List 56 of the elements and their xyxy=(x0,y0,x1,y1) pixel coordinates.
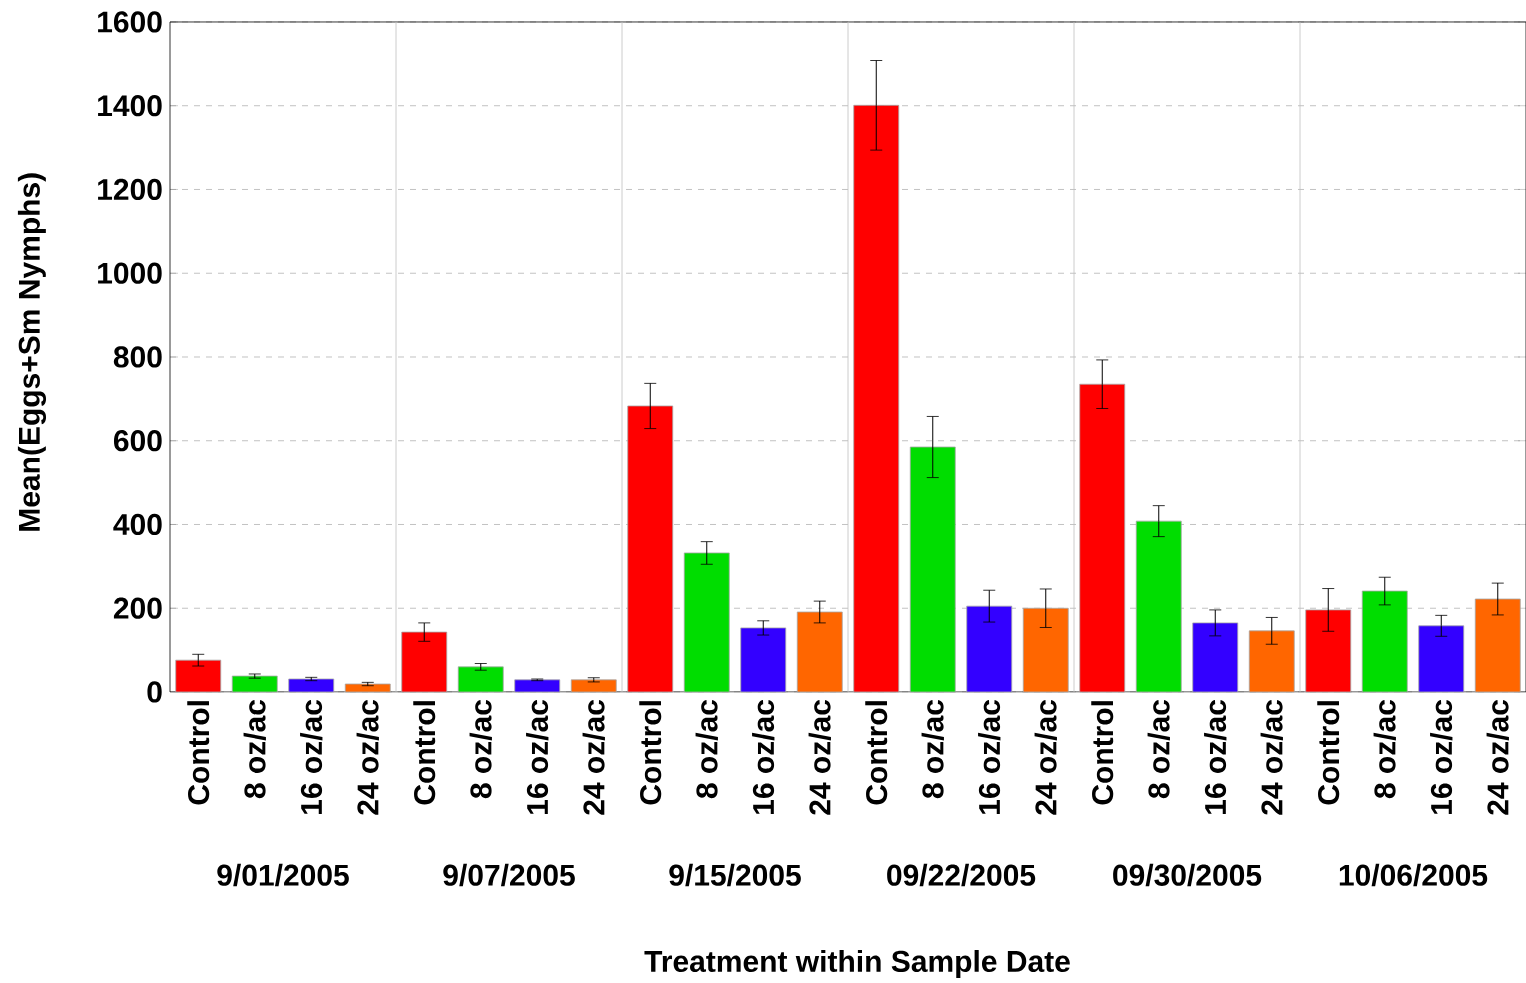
x-tick-label: 16 oz/ac xyxy=(1430,699,1453,814)
y-tick-label: 400 xyxy=(113,513,162,536)
bar xyxy=(231,675,278,693)
bar xyxy=(909,446,956,693)
x-tick-label: 8 oz/ac xyxy=(1373,699,1396,799)
bar xyxy=(401,631,448,693)
bar xyxy=(514,679,561,693)
text: 10/06/2005 xyxy=(1339,863,1488,887)
x-tick-label: Control xyxy=(1317,701,1340,805)
x-tick-label: Control xyxy=(1091,701,1114,805)
x-tick-label: 16 oz/ac xyxy=(300,699,323,814)
y-tick-label: 1400 xyxy=(98,95,162,117)
x-tick-label: 24 oz/ac xyxy=(1034,699,1057,815)
bar xyxy=(796,611,843,693)
x-tick-label: 8 oz/ac xyxy=(921,699,944,799)
x-tick-label: 16 oz/ac xyxy=(752,699,775,814)
x-tick-label: 24 oz/ac xyxy=(808,699,831,815)
bar xyxy=(288,678,335,693)
x-tick-label: 24 oz/ac xyxy=(356,699,379,815)
y-tick-label: 200 xyxy=(113,597,162,619)
y-tick-label: 1600 xyxy=(98,11,162,33)
text: 9/15/2005 xyxy=(669,863,801,887)
x-tick-label: 16 oz/ac xyxy=(978,699,1001,814)
x-tick-label: Control xyxy=(413,701,436,805)
x-tick-label: 8 oz/ac xyxy=(1147,699,1170,799)
bar xyxy=(1418,625,1465,693)
text: 09/30/2005 xyxy=(1113,863,1262,887)
x-tick-label: 24 oz/ac xyxy=(1486,699,1509,815)
y-axis-title: Mean(Eggs+Sm Nymphs) xyxy=(17,173,47,531)
bar xyxy=(683,552,730,693)
x-tick-label: Control xyxy=(639,701,662,805)
bar xyxy=(344,683,391,693)
x-tick-label: 8 oz/ac xyxy=(243,699,266,799)
bar xyxy=(1248,630,1295,693)
x-tick-label: Control xyxy=(865,701,888,805)
y-tick-label: 600 xyxy=(113,430,162,452)
bar xyxy=(740,627,787,693)
y-tick-label: 0 xyxy=(147,681,162,703)
x-tick-label: 8 oz/ac xyxy=(469,699,492,799)
x-tick-label: 8 oz/ac xyxy=(695,699,718,799)
text: 09/22/2005 xyxy=(887,863,1036,887)
y-tick-label: 1000 xyxy=(98,262,162,284)
y-tick-label: 800 xyxy=(113,346,162,368)
text: 9/01/2005 xyxy=(217,863,349,887)
y-tick-label: 1200 xyxy=(98,178,162,201)
bar xyxy=(457,666,504,693)
x-tick-label: 24 oz/ac xyxy=(1260,699,1283,815)
text: 9/07/2005 xyxy=(443,863,575,887)
x-tick-label: 16 oz/ac xyxy=(526,699,549,814)
x-tick-label: 16 oz/ac xyxy=(1204,699,1227,814)
x-tick-label: Control xyxy=(187,701,210,805)
x-axis-title: Treatment within Sample Date xyxy=(644,950,1070,978)
x-tick-label: 24 oz/ac xyxy=(582,699,605,815)
bar xyxy=(1192,622,1239,693)
bar xyxy=(570,679,617,693)
bar xyxy=(175,659,222,693)
